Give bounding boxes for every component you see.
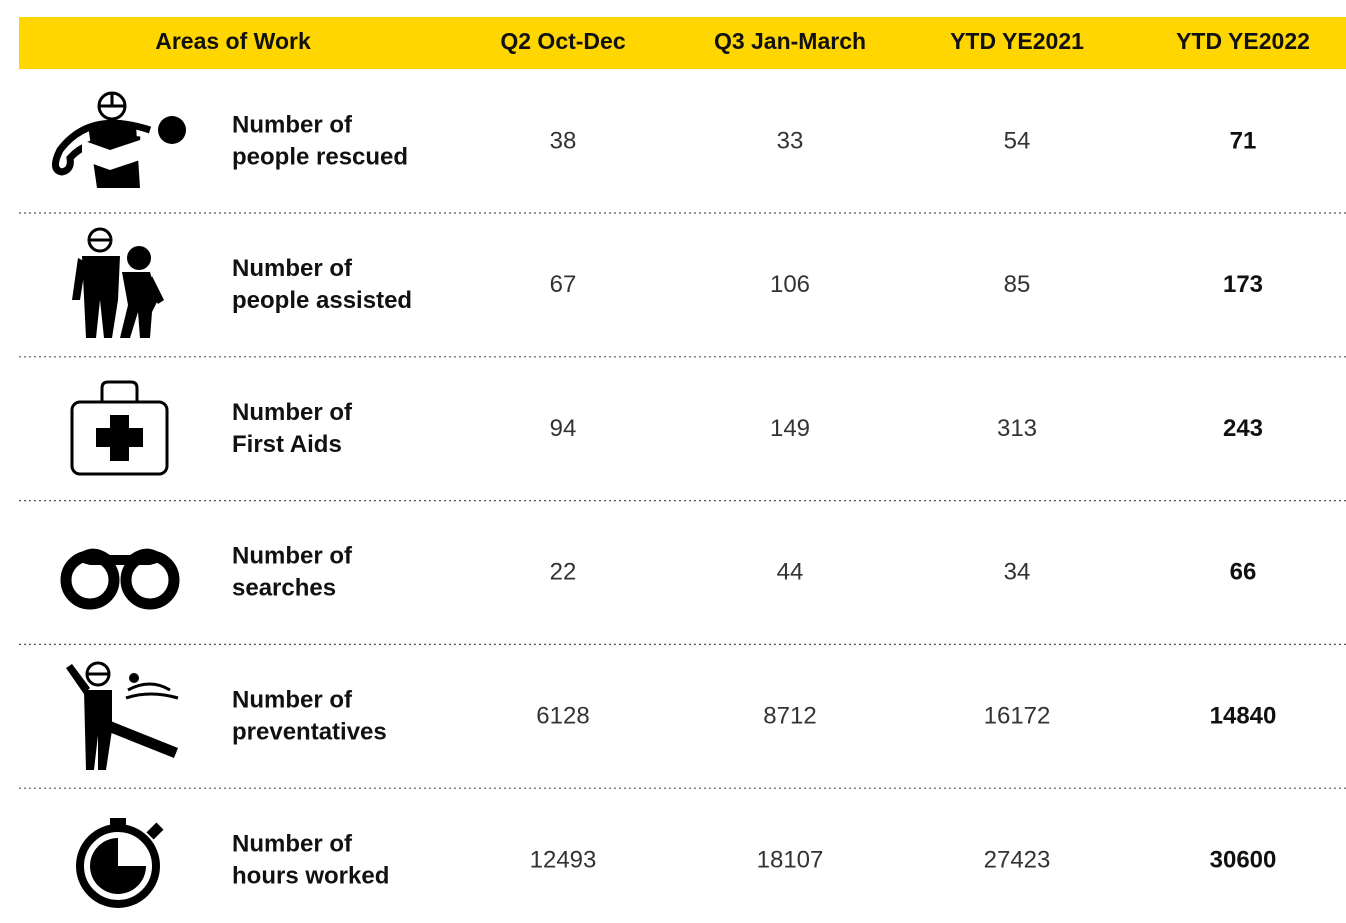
icon-stopwatch [76, 818, 164, 908]
cell-value: 243 [1223, 415, 1263, 442]
row-label: First Aids [232, 431, 342, 458]
cell-value: 173 [1223, 271, 1263, 298]
icon-first-aid [70, 380, 169, 476]
cell-value: 54 [1004, 127, 1031, 154]
cell-value: 71 [1230, 127, 1257, 154]
cell-value: 18107 [757, 846, 824, 873]
cell-value: 30600 [1210, 846, 1277, 873]
cell-value: 14840 [1210, 703, 1277, 730]
header-cell: Areas of Work [155, 28, 311, 54]
cell-value: 44 [777, 559, 804, 586]
icon-preventatives [66, 661, 179, 770]
header-bar [19, 17, 1346, 69]
cell-value: 16172 [984, 703, 1051, 730]
cell-value: 33 [777, 127, 804, 154]
row-label: people rescued [232, 143, 408, 170]
header-cell: Q3 Jan-March [714, 28, 866, 54]
icon-binoculars [60, 548, 180, 610]
header-cell: YTD YE2022 [1176, 28, 1310, 54]
row-label: people assisted [232, 287, 412, 314]
row-label: Number of [232, 830, 353, 857]
cell-value: 34 [1004, 559, 1031, 586]
cell-value: 85 [1004, 271, 1031, 298]
cell-value: 66 [1230, 559, 1257, 586]
cell-value: 313 [997, 415, 1037, 442]
row-label: hours worked [232, 862, 389, 889]
header-cell: Q2 Oct-Dec [500, 28, 625, 54]
cell-value: 106 [770, 271, 810, 298]
cell-value: 8712 [763, 703, 816, 730]
row-label: Number of [232, 399, 353, 426]
row-label: Number of [232, 255, 353, 282]
row-label: Number of [232, 687, 353, 714]
row-label: preventatives [232, 719, 387, 746]
icons [52, 91, 186, 908]
icon-assisted [72, 227, 164, 338]
cell-value: 67 [550, 271, 577, 298]
cell-value: 22 [550, 559, 577, 586]
row-label: Number of [232, 111, 353, 138]
cell-value: 149 [770, 415, 810, 442]
cell-value: 38 [550, 127, 577, 154]
cell-value: 94 [550, 415, 577, 442]
icon-rescued [52, 91, 186, 188]
row-label: Number of [232, 543, 353, 570]
header-cell: YTD YE2021 [950, 28, 1084, 54]
row-label: searches [232, 575, 336, 602]
cell-value: 6128 [536, 703, 589, 730]
cell-value: 27423 [984, 846, 1051, 873]
cell-value: 12493 [530, 846, 597, 873]
